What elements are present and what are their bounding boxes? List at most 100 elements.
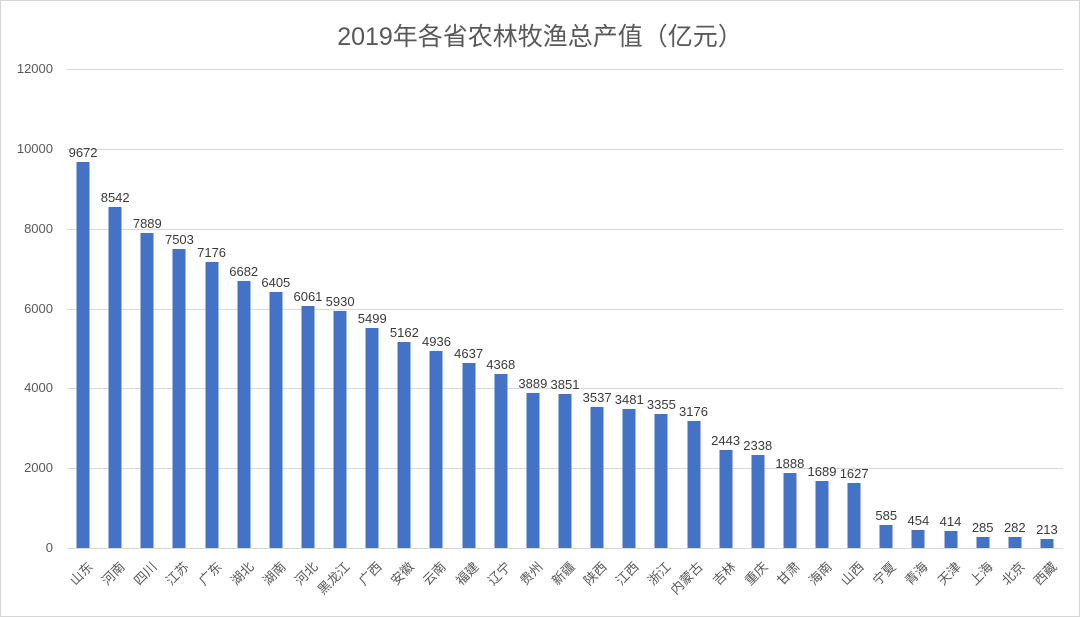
bar-slot-安徽: 5162 安徽 xyxy=(388,69,420,588)
y-axis-tick-label: 10000 xyxy=(16,140,53,156)
x-axis-label-江苏: 江苏 xyxy=(163,559,193,589)
gridline-8000 xyxy=(67,228,1063,230)
value-label-北京: 282 xyxy=(1003,520,1026,535)
value-label-甘肃: 1888 xyxy=(775,456,805,471)
bar-内蒙古 xyxy=(687,421,700,548)
value-label-河南: 8542 xyxy=(100,190,130,205)
bar-辽宁 xyxy=(494,374,508,548)
value-label-江西: 3481 xyxy=(614,392,644,407)
x-axis-label-湖北: 湖北 xyxy=(227,559,257,589)
bar-slot-北京: 282 北京 xyxy=(999,69,1031,588)
x-axis-label-辽宁: 辽宁 xyxy=(484,559,514,589)
bar-海南 xyxy=(815,481,829,548)
bar-湖北 xyxy=(237,281,251,548)
bar-slot-上海: 285 上海 xyxy=(966,69,999,588)
gridline-10000 xyxy=(67,148,1063,150)
bar-slot-陕西: 3537 陕西 xyxy=(581,69,613,588)
gridline-12000 xyxy=(67,69,1063,70)
bar-湖南 xyxy=(269,292,283,548)
x-axis-label-新疆: 新疆 xyxy=(548,559,578,589)
bar-北京 xyxy=(1008,537,1022,548)
bar-河南 xyxy=(108,207,122,548)
x-axis-label-青海: 青海 xyxy=(902,559,932,589)
bar-slot-西藏: 213 西藏 xyxy=(1031,69,1063,588)
x-axis-label-重庆: 重庆 xyxy=(741,559,771,589)
bar-slot-贵州: 3889 贵州 xyxy=(517,69,549,588)
value-label-广东: 7176 xyxy=(197,245,227,260)
bar-slot-辽宁: 4368 辽宁 xyxy=(484,69,517,588)
chart-title: 2019年各省农林牧渔总产值（亿元） xyxy=(337,23,743,51)
value-label-广西: 5499 xyxy=(357,311,387,326)
bar-slot-新疆: 3851 新疆 xyxy=(549,69,581,588)
value-label-西藏: 213 xyxy=(1036,522,1058,537)
bar-slot-河北: 6061 河北 xyxy=(292,69,324,588)
bar-重庆 xyxy=(751,455,765,548)
x-axis-label-云南: 云南 xyxy=(420,559,450,589)
bar-slot-宁夏: 585 宁夏 xyxy=(870,69,902,588)
bar-山西 xyxy=(847,483,861,548)
bar-slot-湖北: 6682 湖北 xyxy=(227,69,260,588)
bar-slot-广西: 5499 广西 xyxy=(356,69,388,588)
x-axis-label-山东: 山东 xyxy=(66,559,96,589)
y-axis-tick-label: 4000 xyxy=(24,380,53,396)
x-axis-label-江西: 江西 xyxy=(612,559,642,589)
gridline-6000 xyxy=(67,308,1063,310)
bar-slot-云南: 4936 云南 xyxy=(420,69,452,588)
x-axis-label-安徽: 安徽 xyxy=(388,559,418,589)
x-axis-label-海南: 海南 xyxy=(805,559,835,589)
bar-天津 xyxy=(944,531,958,548)
value-label-青海: 454 xyxy=(907,513,930,528)
bar-浙江 xyxy=(654,414,668,548)
bar-slot-青海: 454 青海 xyxy=(902,69,934,588)
x-axis-label-天津: 天津 xyxy=(934,559,964,589)
y-axis-tick-label: 0 xyxy=(45,540,53,555)
bar-slot-江苏: 7503 江苏 xyxy=(163,69,195,588)
value-label-福建: 4637 xyxy=(454,346,484,361)
bar-slot-黑龙江: 5930 黑龙江 xyxy=(315,69,356,597)
value-label-江苏: 7503 xyxy=(164,232,194,247)
value-label-天津: 414 xyxy=(939,514,962,529)
x-axis-label-广西: 广西 xyxy=(355,559,385,589)
bar-西藏 xyxy=(1040,539,1054,548)
bar-slot-天津: 414 天津 xyxy=(934,69,966,588)
x-axis-label-湖南: 湖南 xyxy=(259,559,289,589)
value-label-浙江: 3355 xyxy=(646,397,676,412)
bar-青海 xyxy=(911,530,925,548)
value-label-新疆: 3851 xyxy=(550,377,580,392)
bar-江西 xyxy=(622,409,636,548)
bar-黑龙江 xyxy=(333,311,347,548)
bar-slot-河南: 8542 河南 xyxy=(99,69,131,588)
bar-陕西 xyxy=(590,407,604,548)
value-label-贵州: 3889 xyxy=(518,376,548,391)
y-axis-tick-label: 6000 xyxy=(24,300,53,316)
x-axis-label-四川: 四川 xyxy=(131,559,161,589)
value-label-海南: 1689 xyxy=(807,464,837,479)
bar-slot-内蒙古: 3176 内蒙古 xyxy=(668,69,709,597)
y-axis-tick-label: 12000 xyxy=(16,61,53,76)
value-label-内蒙古: 3176 xyxy=(679,404,708,419)
value-label-重庆: 2338 xyxy=(743,438,773,453)
bar-slot-湖南: 6405 湖南 xyxy=(260,69,292,588)
bar-slot-四川: 7889 四川 xyxy=(131,69,163,588)
bar-slot-甘肃: 1888 甘肃 xyxy=(774,69,806,588)
plot-area: 9672 山东 8542 河南 7889 四川 7503 江苏 7176 广东 6682 湖北 6405… xyxy=(67,69,1063,597)
x-axis-label-甘肃: 甘肃 xyxy=(773,559,803,589)
value-label-吉林: 2443 xyxy=(711,433,741,448)
bar-甘肃 xyxy=(783,473,797,548)
bar-slot-浙江: 3355 浙江 xyxy=(645,69,677,588)
x-axis-label-河南: 河南 xyxy=(98,559,128,589)
value-label-湖北: 6682 xyxy=(229,264,259,279)
value-label-上海: 285 xyxy=(971,520,994,535)
bar-福建 xyxy=(462,363,476,548)
y-axis-tick-label: 2000 xyxy=(24,460,53,476)
bar-新疆 xyxy=(558,394,572,548)
bar-slot-江西: 3481 江西 xyxy=(613,69,645,588)
x-axis-label-陕西: 陕西 xyxy=(580,559,610,589)
bar-广东 xyxy=(205,262,219,548)
x-axis-label-山西: 山西 xyxy=(837,559,867,589)
value-label-云南: 4936 xyxy=(422,334,451,349)
x-axis-label-上海: 上海 xyxy=(966,559,996,589)
bar-slot-重庆: 2338 重庆 xyxy=(741,69,774,588)
value-label-陕西: 3537 xyxy=(582,390,612,405)
